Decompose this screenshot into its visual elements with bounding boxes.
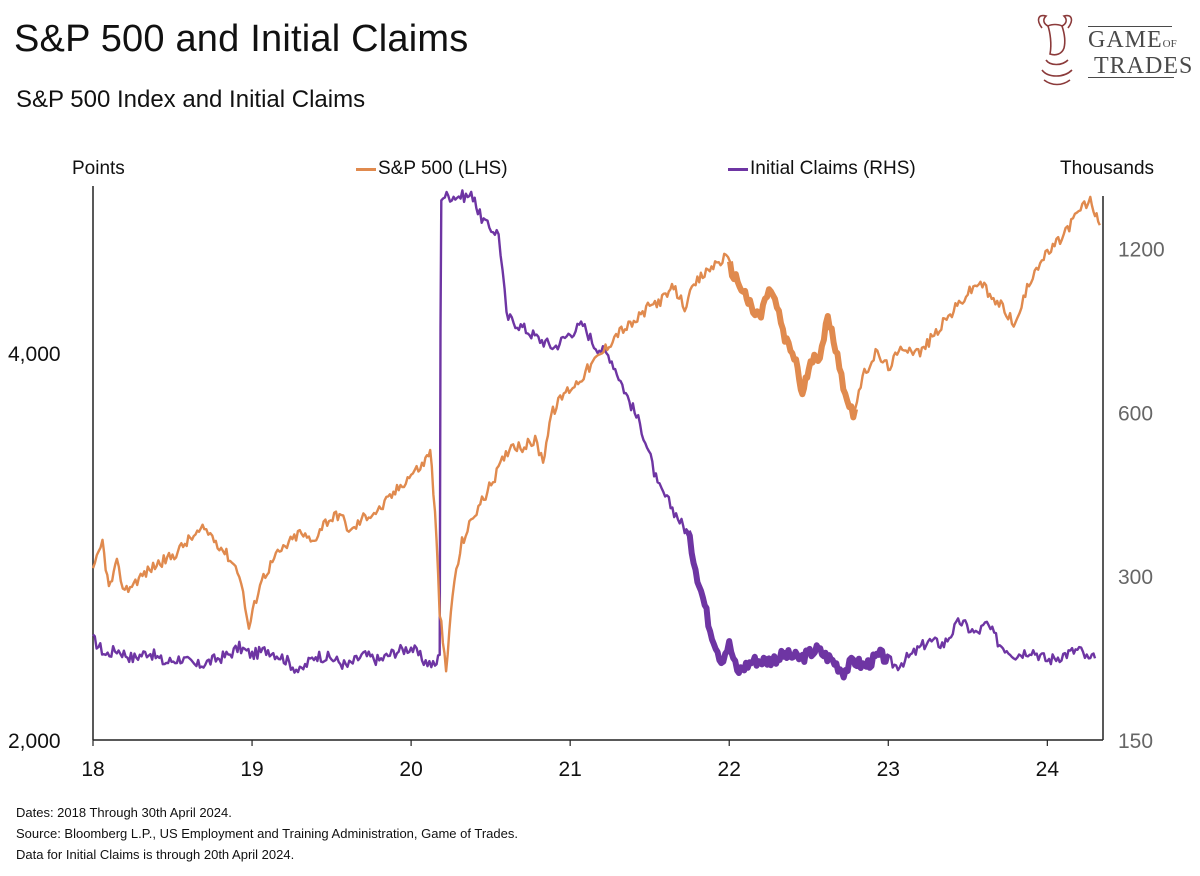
footnotes: Dates: 2018 Through 30th April 2024. Sou… bbox=[16, 802, 518, 865]
footnote-data-note: Data for Initial Claims is through 20th … bbox=[16, 847, 295, 862]
chart-subtitle: S&P 500 Index and Initial Claims bbox=[16, 86, 366, 113]
footnote-dates: Dates: 2018 Through 30th April 2024. bbox=[16, 805, 232, 820]
legend-swatch-claims bbox=[728, 167, 748, 171]
right-tick-label: 300 bbox=[1118, 566, 1153, 589]
chart-title: S&P 500 and Initial Claims bbox=[14, 18, 469, 60]
x-tick-label: 23 bbox=[877, 758, 900, 781]
initial-claims-highlight-segment bbox=[685, 530, 891, 681]
x-tick-label: 21 bbox=[558, 758, 581, 781]
sp500-line bbox=[91, 195, 1101, 673]
legend-item-claims: Initial Claims (RHS) bbox=[728, 158, 916, 180]
initial-claims-line bbox=[92, 189, 1097, 679]
right-tick-label: 1200 bbox=[1118, 239, 1165, 262]
right-tick-label: 600 bbox=[1118, 402, 1153, 425]
x-tick-label: 22 bbox=[718, 758, 741, 781]
left-axis-unit-label: Points bbox=[72, 158, 125, 179]
x-tick-label: 24 bbox=[1036, 758, 1060, 781]
legend-label-claims: Initial Claims (RHS) bbox=[750, 158, 916, 179]
footnote-source: Source: Bloomberg L.P., US Employment an… bbox=[16, 826, 518, 841]
legend-item-sp500: S&P 500 (LHS) bbox=[356, 158, 508, 180]
x-tick-label: 20 bbox=[399, 758, 422, 781]
right-tick-label: 150 bbox=[1118, 730, 1153, 753]
bull-logo-icon bbox=[1037, 14, 1073, 86]
sp500-highlight-segment bbox=[727, 261, 859, 421]
right-axis-unit-label: Thousands bbox=[1060, 158, 1155, 179]
left-tick-label: 2,000 bbox=[8, 730, 61, 753]
x-tick-label: 19 bbox=[240, 758, 263, 781]
legend-label-sp500: S&P 500 (LHS) bbox=[378, 158, 508, 179]
brand-wordmark: GAMEOF TRADES bbox=[1088, 26, 1194, 79]
x-tick-label: 18 bbox=[81, 758, 104, 781]
legend-swatch-sp500 bbox=[356, 167, 376, 171]
left-tick-label: 4,000 bbox=[8, 343, 61, 366]
